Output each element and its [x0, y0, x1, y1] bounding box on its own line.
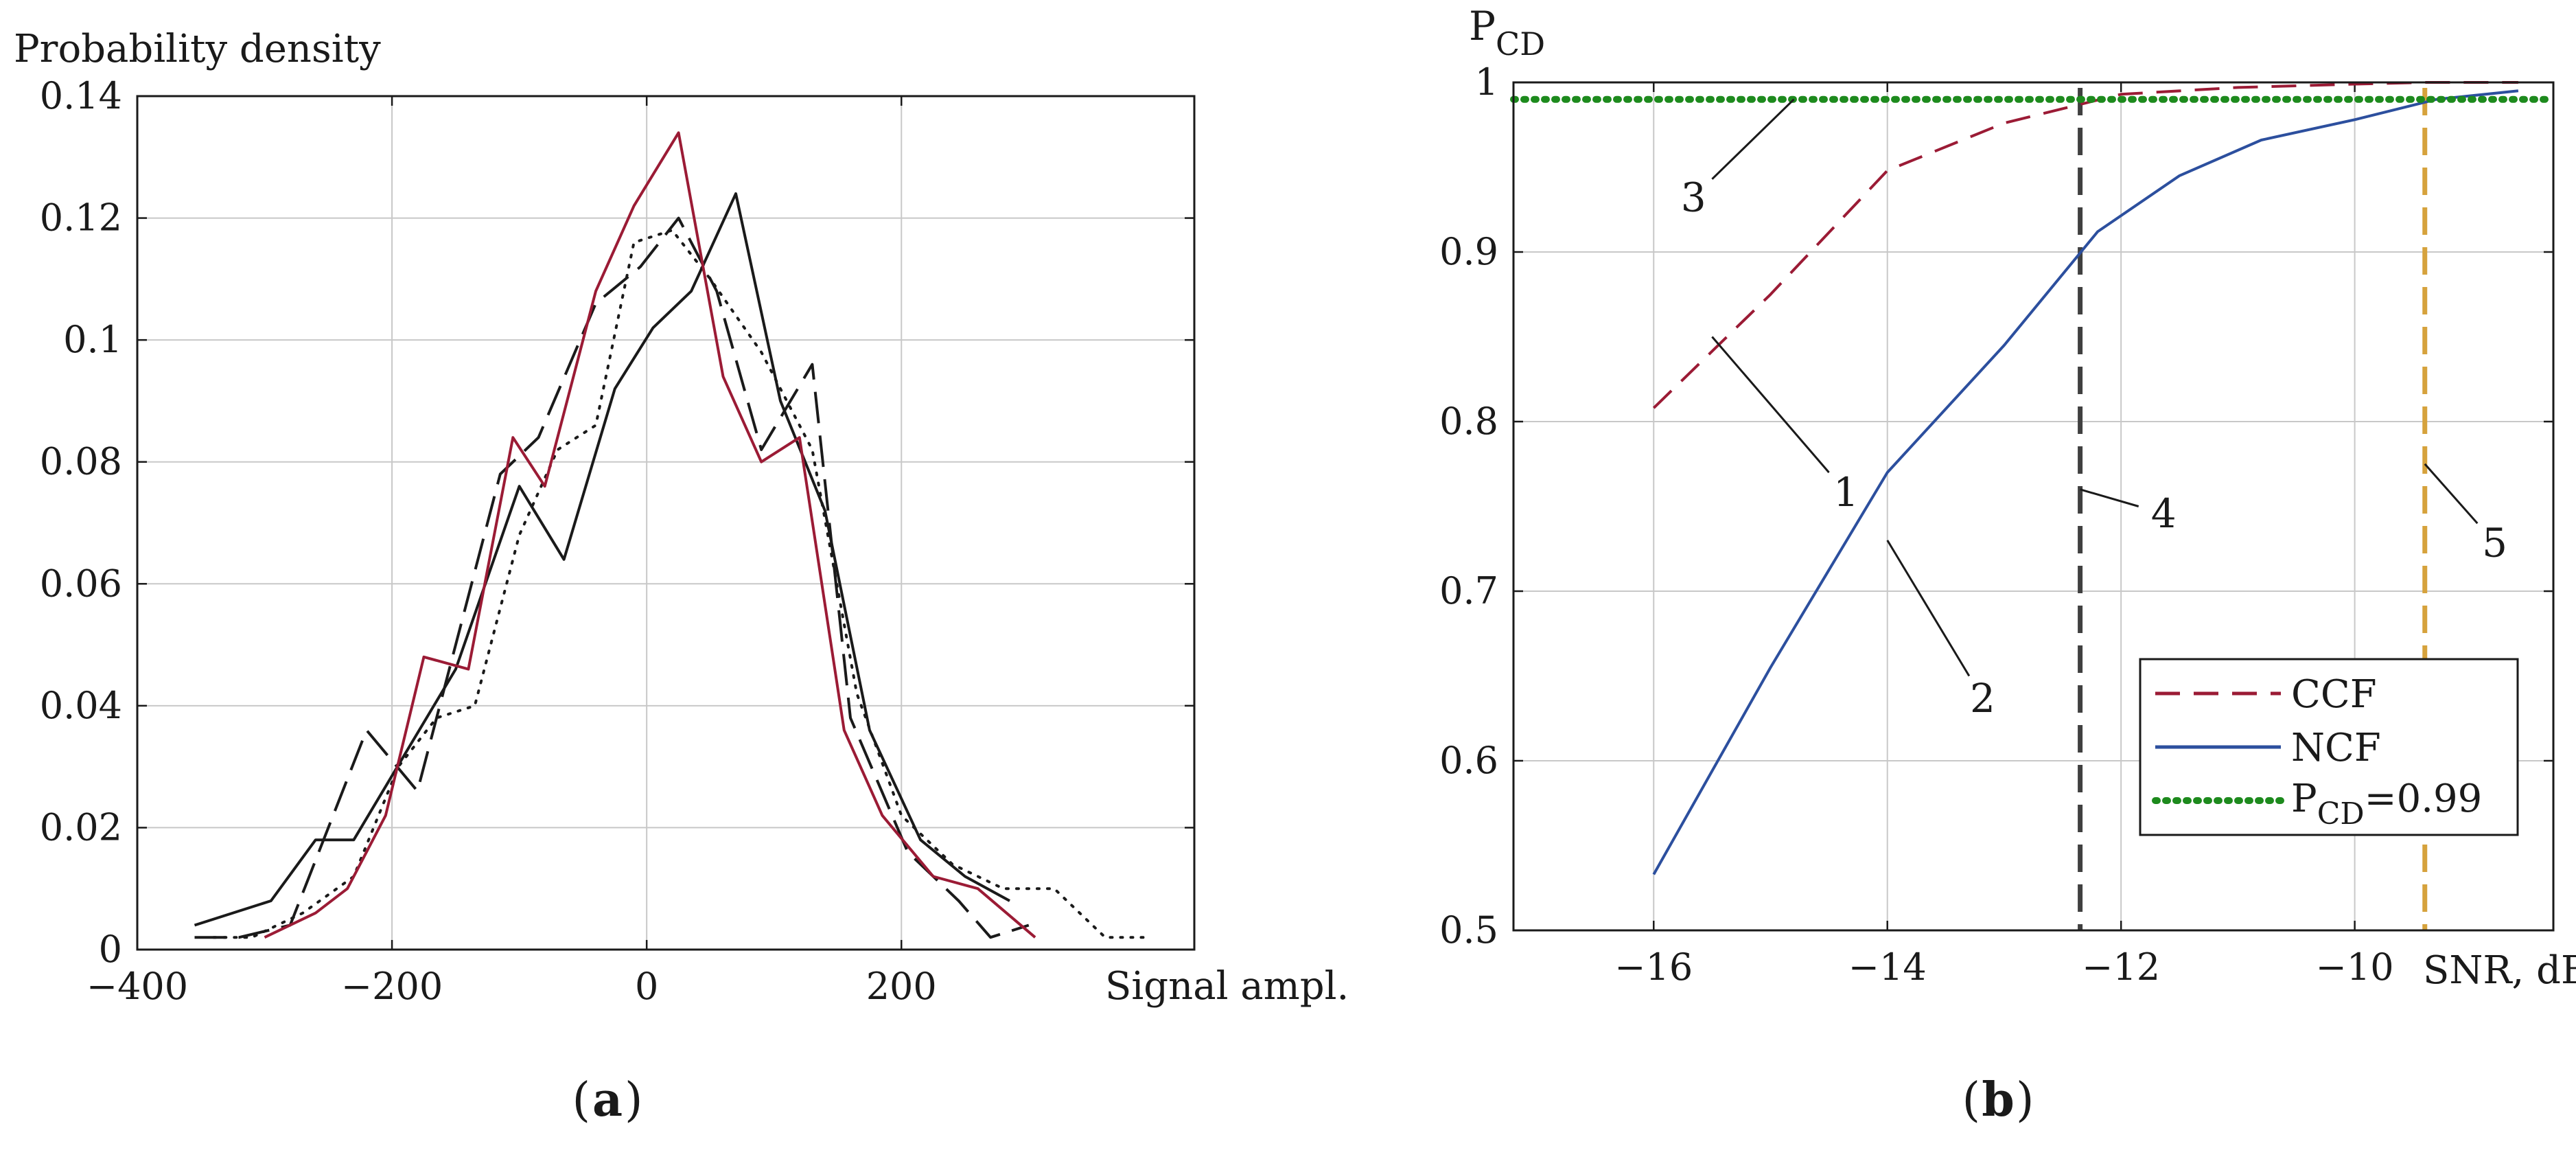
legend-label-0: CCF	[2291, 672, 2377, 717]
annotation-label: 5	[2482, 520, 2507, 566]
y-tick-label: 0.02	[40, 805, 122, 849]
x-tick-label: −400	[86, 965, 188, 1008]
y-tick-label: 0.12	[40, 196, 122, 240]
x-tick-label: −12	[2082, 945, 2160, 989]
annotation-label: 2	[1970, 675, 1995, 722]
y-tick-label: 0.04	[40, 684, 122, 727]
series-line-1	[194, 216, 1030, 939]
panel-a-chart: −400 −200 0 200 0 0.02 0.04 0.06 0.08 0.1 0.12 0.14…	[14, 27, 1349, 1009]
series-line-3	[264, 131, 1036, 939]
y-tick-label: 0.6	[1439, 739, 1498, 782]
panel-b-chart: −16 −14 −12 −10 0.5 0.6 0.7 0.8 0.9 1 1 2 3 4 5 PCD SNR,…	[1439, 3, 2576, 993]
x-axis-label: Signal ampl.	[1105, 964, 1349, 1009]
legend-label-2: PCD=0.99	[2291, 777, 2482, 831]
annotation-leader-line	[1886, 540, 1971, 677]
x-tick-label: 0	[635, 965, 658, 1008]
series-line-2	[212, 229, 1152, 939]
annotation-label: 4	[2151, 490, 2177, 537]
series-line-0	[194, 192, 1010, 927]
panel-b-caption-letter: b	[1982, 1072, 2015, 1127]
annotation-leader-line	[2424, 463, 2479, 525]
annotation-label: 1	[1833, 469, 1859, 516]
legend-label-1: NCF	[2291, 726, 2381, 770]
annotation-leader-line	[2080, 488, 2139, 507]
x-axis-label: SNR, dB	[2423, 948, 2576, 993]
panel-a-caption-close: )	[625, 1073, 643, 1127]
annotation-leader-line	[1711, 98, 1795, 180]
y-tick-label: 0	[99, 928, 122, 971]
panel-b-caption-close: )	[2016, 1073, 2034, 1127]
x-tick-label: −16	[1614, 945, 1693, 989]
x-tick-label: −10	[2316, 945, 2394, 989]
y-tick-label: 0.9	[1439, 230, 1498, 273]
plot-frame	[136, 95, 1196, 951]
panel-a-caption-letter: a	[592, 1072, 623, 1127]
y-tick-label: 0.14	[40, 74, 122, 117]
annotation-label: 3	[1681, 174, 1706, 220]
y-tick-label: 0.8	[1439, 400, 1498, 443]
x-tick-label: −200	[341, 965, 443, 1008]
annotation-leader-line	[1711, 336, 1830, 474]
x-tick-label: −14	[1848, 945, 1927, 989]
y-axis-label: Probability density	[14, 27, 381, 71]
panel-b-caption-open: (	[1962, 1073, 1980, 1127]
y-tick-label: 1	[1475, 60, 1498, 104]
series-line-1	[1652, 89, 2519, 875]
y-tick-label: 0.7	[1439, 569, 1498, 612]
plot-frame	[1512, 81, 2555, 932]
x-tick-label: 200	[866, 965, 937, 1008]
y-tick-label: 0.1	[63, 318, 122, 361]
panel-a-caption-open: (	[572, 1073, 590, 1127]
y-tick-label: 0.08	[40, 440, 122, 483]
y-axis-label: PCD	[1469, 3, 1545, 62]
y-tick-label: 0.06	[40, 562, 122, 605]
y-tick-label: 0.5	[1439, 908, 1498, 952]
